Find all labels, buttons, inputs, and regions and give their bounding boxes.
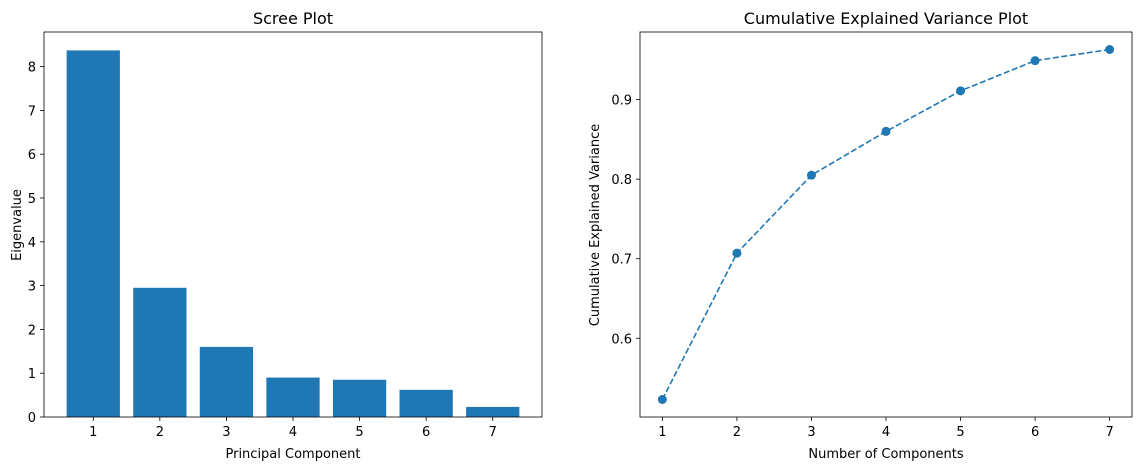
cumulative-plot-title: Cumulative Explained Variance Plot xyxy=(744,9,1028,28)
scree-y-tick-label: 8 xyxy=(28,61,36,76)
scree-plot: Scree Plot Principal Component Eigenvalu… xyxy=(10,9,543,462)
cumulative-x-tick-label: 6 xyxy=(1031,425,1039,440)
bar-component-7 xyxy=(466,406,520,417)
scree-x-tick-label: 2 xyxy=(156,425,164,440)
scree-x-tick-label: 1 xyxy=(89,425,97,440)
cumulative-x-tick-label: 4 xyxy=(882,425,890,440)
cumulative-x-tick-label: 1 xyxy=(658,425,666,440)
cumulative-x-tick-label: 2 xyxy=(733,425,741,440)
scree-y-tick-label: 4 xyxy=(28,236,36,251)
cumulative-x-tick-label: 7 xyxy=(1105,425,1113,440)
scree-axes-frame xyxy=(43,31,543,418)
bar-component-3 xyxy=(199,346,254,417)
scree-x-tick-label: 6 xyxy=(422,425,430,440)
cumulative-x-tick-label: 5 xyxy=(956,425,964,440)
cumulative-point-2 xyxy=(732,248,742,258)
cumulative-y-tick-label: 0.9 xyxy=(611,94,632,109)
scree-y-axis-label: Eigenvalue xyxy=(10,189,25,261)
scree-y-tick-label: 5 xyxy=(28,192,36,207)
cumulative-y-axis-label: Cumulative Explained Variance xyxy=(588,124,603,326)
scree-x-tick-label: 7 xyxy=(489,425,497,440)
scree-x-tick-label: 4 xyxy=(289,425,297,440)
cumulative-axes-frame xyxy=(639,31,1133,418)
scree-y-tick-label: 1 xyxy=(28,367,36,382)
cumulative-variance-line xyxy=(661,48,1110,400)
cumulative-variance-plot: Cumulative Explained Variance Plot Numbe… xyxy=(588,9,1133,462)
cumulative-point-7 xyxy=(1105,45,1115,54)
bar-component-6 xyxy=(399,389,453,417)
cumulative-x-axis-label: Number of Components xyxy=(808,447,963,462)
scree-plot-title: Scree Plot xyxy=(253,9,333,28)
scree-x-tick-label: 5 xyxy=(355,425,363,440)
scree-y-tick-label: 3 xyxy=(28,280,36,295)
scree-x-axis-label: Principal Component xyxy=(225,447,360,462)
cumulative-point-5 xyxy=(956,86,966,96)
cumulative-point-1 xyxy=(657,395,667,404)
bar-component-2 xyxy=(133,287,187,417)
cumulative-x-tick-label: 3 xyxy=(807,425,815,440)
scree-x-tick-label: 3 xyxy=(222,425,230,440)
scree-y-tick-label: 0 xyxy=(28,411,36,426)
scree-y-tick-label: 6 xyxy=(28,148,36,163)
cumulative-y-tick-label: 0.8 xyxy=(611,173,632,188)
bar-component-5 xyxy=(332,379,387,417)
cumulative-point-6 xyxy=(1030,56,1040,66)
cumulative-point-3 xyxy=(806,170,816,180)
scree-y-tick-label: 7 xyxy=(28,104,36,119)
cumulative-point-4 xyxy=(881,126,891,136)
scree-y-tick-label: 2 xyxy=(28,323,36,338)
cumulative-y-tick-label: 0.6 xyxy=(611,332,632,347)
bar-component-1 xyxy=(66,50,120,417)
cumulative-y-tick-label: 0.7 xyxy=(611,253,632,268)
bar-component-4 xyxy=(266,377,320,417)
